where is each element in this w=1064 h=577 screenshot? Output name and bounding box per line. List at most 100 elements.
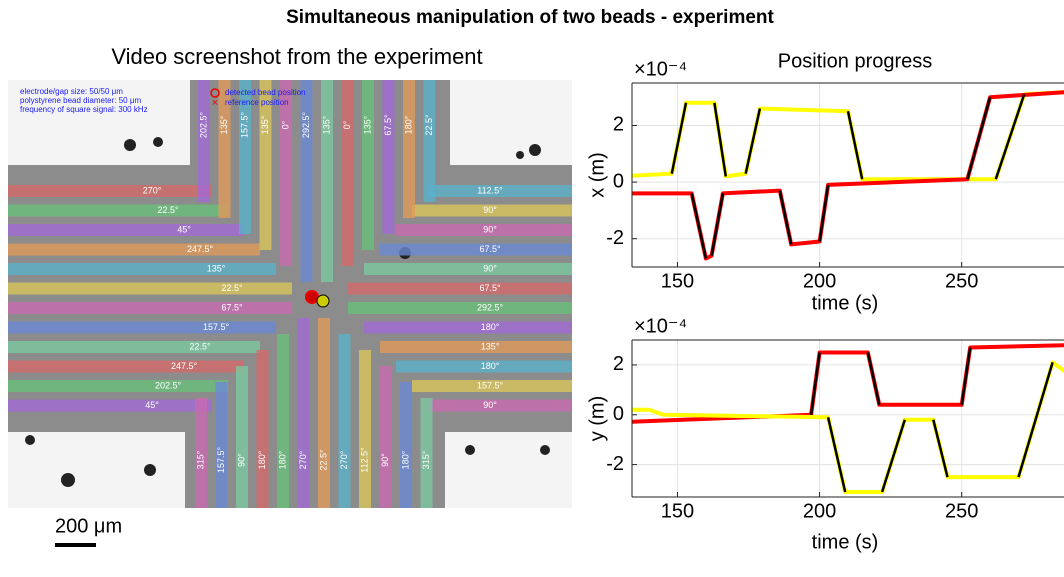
x-tick-label: 200 — [803, 500, 836, 522]
electrode-label: 45° — [145, 400, 159, 410]
electrode-label: 157.5° — [239, 112, 249, 139]
electrode — [236, 366, 248, 508]
data-line — [670, 93, 1026, 180]
electrode — [423, 80, 436, 202]
electrode — [8, 341, 260, 353]
bead — [153, 137, 163, 147]
marker-text: detected bead position — [225, 88, 306, 97]
electrode — [8, 380, 228, 392]
electrode — [379, 366, 392, 508]
electrode — [8, 282, 292, 295]
electrode — [396, 360, 572, 373]
electrode-label: 157.5° — [477, 380, 504, 390]
electrode-label: 90° — [380, 453, 390, 467]
microscope-image: 270° 22.5° 45° 247.5° 135° 22.5° 67.5° 157.5° 22… — [8, 80, 572, 508]
x-axis-label: time (s) — [812, 292, 879, 314]
electrode-label: 112.5° — [477, 185, 503, 195]
bead — [540, 445, 550, 455]
electrode — [198, 80, 210, 202]
electrode — [412, 380, 572, 392]
y-axis-label: x (m) — [586, 152, 608, 198]
electrode-label: 247.5° — [187, 244, 214, 254]
electrode — [8, 224, 244, 236]
electrode-label: 90° — [483, 400, 497, 410]
electrode-label: 0° — [280, 120, 290, 129]
electrode — [8, 243, 260, 256]
electrode-label: 180° — [400, 450, 410, 469]
electrode — [348, 302, 572, 314]
data-line — [690, 96, 992, 259]
electrode-label: 0° — [342, 120, 352, 129]
electrode — [380, 243, 572, 256]
y-tick-label: 0 — [613, 403, 624, 425]
electrode-label: 180° — [481, 322, 500, 332]
electrode — [218, 80, 231, 218]
electrode-label: 180° — [481, 361, 500, 371]
x-tick-label: 250 — [945, 270, 978, 292]
electrode-label: 202.5° — [155, 380, 182, 390]
electrode-label: 202.5° — [198, 112, 208, 139]
info-text: electrode/gap size: 50/50 μm — [20, 87, 123, 96]
series-group — [632, 343, 1064, 494]
electrode-label: 90° — [483, 224, 497, 234]
info-text: frequency of square signal: 300 kHz — [20, 105, 148, 114]
electrode — [280, 80, 292, 266]
electrode-label: 292.5° — [477, 302, 504, 312]
detected-bead — [316, 294, 330, 308]
electrode-label: 135° — [481, 341, 500, 351]
electrode — [297, 318, 310, 508]
electrode — [348, 282, 572, 295]
electrode — [341, 80, 354, 266]
electrode-label: 22.5° — [221, 283, 243, 293]
info-text: polystyrene bead diameter: 50 μm — [20, 96, 141, 105]
electrode — [400, 382, 412, 508]
electrode-label: 22.5° — [189, 341, 211, 351]
electrode — [364, 263, 572, 275]
electrode-label: 270° — [298, 450, 308, 469]
electrode-label: 135° — [219, 115, 229, 134]
electrode — [420, 398, 433, 508]
electrode-label: 112.5° — [359, 447, 369, 473]
electrode — [403, 80, 415, 218]
electrode-label: 157.5° — [203, 322, 230, 332]
electrode — [8, 399, 212, 412]
electrode — [8, 185, 212, 197]
electrode — [362, 80, 374, 250]
electrode — [259, 80, 272, 250]
electrode-label: 67.5° — [221, 302, 243, 312]
electrode-label: 270° — [143, 185, 162, 195]
electrode-label: 67.5° — [479, 283, 501, 293]
electrode — [8, 302, 292, 314]
electrode-label: 90° — [236, 453, 246, 467]
electrode — [8, 360, 244, 373]
bead — [529, 144, 541, 156]
x-tick-label: 200 — [803, 270, 836, 292]
electrode-label: 135° — [321, 115, 331, 134]
bead — [25, 435, 35, 445]
electrode-label: 270° — [339, 450, 349, 469]
image-overlay: electrode/gap size: 50/50 μm polystyrene… — [20, 87, 306, 114]
y-tick-label: 2 — [613, 353, 624, 375]
electrode-label: 22.5° — [318, 449, 328, 471]
electrode — [8, 263, 276, 275]
electrode — [338, 334, 351, 508]
electrode — [318, 318, 330, 508]
electrode — [428, 185, 572, 197]
electrode — [8, 321, 276, 334]
electrode — [239, 80, 251, 234]
electrode — [300, 80, 313, 282]
y-tick-label: 0 — [613, 170, 624, 192]
y-tick-label: -2 — [606, 453, 624, 475]
electrode — [428, 399, 572, 412]
electrode — [380, 341, 572, 353]
electrode-label: 247.5° — [171, 361, 198, 371]
electrode-label: 90° — [483, 263, 497, 273]
electrode — [8, 204, 228, 217]
electrode — [277, 334, 289, 508]
electrode — [412, 204, 572, 217]
detected-bead — [305, 290, 319, 304]
x-tick-label: 250 — [945, 500, 978, 522]
electrode-label: 90° — [483, 205, 497, 215]
marker-icon — [210, 88, 220, 98]
